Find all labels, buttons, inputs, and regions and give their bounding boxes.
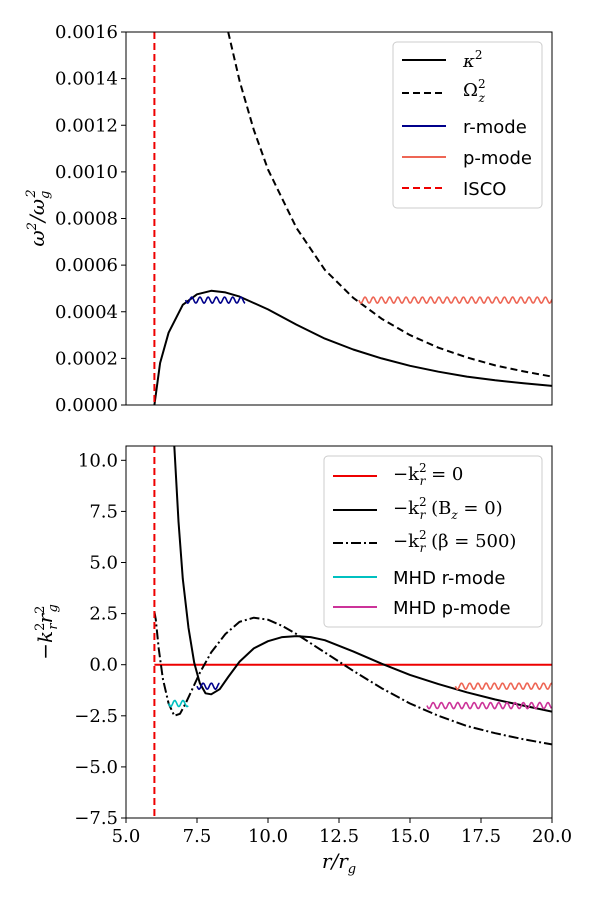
legend-label-mhd-pmode: MHD p-mode: [393, 598, 511, 619]
x-tick-label: 20.0: [532, 826, 572, 847]
legend-label-rmode: r-mode: [463, 117, 527, 138]
legend-label-mhd-rmode: MHD r-mode: [393, 568, 505, 589]
top-y-tick-label: 0.0004: [55, 302, 118, 323]
top-legend-box: [392, 41, 543, 209]
x-tick-label: 5.0: [112, 826, 141, 847]
top-y-axis-label: ω2/ωg2: [24, 189, 53, 246]
bottom-series-group: [153, 446, 552, 818]
legend-entry-omega: Ω2 z: [402, 77, 486, 105]
x-tick-label: 12.5: [319, 826, 359, 847]
bottom-y-axis-label: −k2rr2g: [33, 604, 61, 660]
legend-label-omega: Ω2 z: [463, 77, 486, 105]
bottom-series-extra-6: [454, 682, 552, 691]
bottom-y-tick-label: 10.0: [78, 450, 118, 471]
legend-entry-k-beta: −k2 r (β = 500): [333, 528, 516, 555]
bottom-y-tick-label: 0.0: [89, 655, 118, 676]
bottom-series-k-r-500: [153, 611, 552, 746]
x-tick-label: 17.5: [461, 826, 501, 847]
top-y-tick-label: 0.0014: [55, 69, 118, 90]
top-series-p-mode: [358, 296, 552, 304]
top-series-s0: [153, 289, 552, 405]
bottom-y-tick-label: 7.5: [89, 501, 118, 522]
top-y-ticks: 0.0000 0.0002 0.0004 0.0006 0.0008 0.0010 0.00…: [55, 22, 126, 416]
top-series-r-mode: [184, 296, 246, 304]
bottom-series-k-r-b-z-0: [173, 446, 552, 713]
legend-entry-kappa: κ2: [402, 48, 482, 72]
top-y-tick-label: 0.0008: [55, 209, 118, 230]
bottom-y-tick-label: 2.5: [89, 604, 118, 625]
bottom-series-mhd-p-mode: [426, 701, 552, 710]
top-plot-area: [153, 32, 552, 405]
x-axis-label: r/rg: [322, 849, 356, 877]
legend-label-pmode: p-mode: [463, 148, 532, 169]
top-y-tick-label: 0.0010: [55, 162, 118, 183]
bottom-y-tick-label: −5.0: [74, 757, 118, 778]
legend-entry-pmode: p-mode: [402, 148, 532, 169]
top-y-tick-label: 0.0006: [55, 255, 118, 276]
top-series-group: [153, 32, 552, 405]
bottom-y-tick-label: 5.0: [89, 553, 118, 574]
bottom-series-mhd-r-mode: [167, 699, 189, 708]
bottom-y-tick-label: −2.5: [74, 706, 118, 727]
bottom-legend-box: [323, 455, 543, 628]
legend-label-isco: ISCO: [463, 179, 506, 200]
legend-entry-k-zero: −k2 r = 0: [333, 461, 463, 488]
legend-label-k-zero: −k2 r = 0: [393, 461, 463, 488]
bottom-axis-ticks: −7.5 −5.0 −2.5 0.0 2.5 5.0 7.5 10.0 5.0 7.5 10.0 12…: [74, 450, 572, 847]
legend-entry-isco: ISCO: [402, 179, 506, 200]
legend-label-kappa: κ2: [462, 48, 482, 72]
top-y-tick-label: 0.0002: [55, 348, 118, 369]
legend-entry-rmode: r-mode: [402, 117, 527, 138]
legend-label-k-beta: −k2 r (β = 500): [393, 528, 516, 555]
legend-entry-mhd-pmode: MHD p-mode: [333, 598, 511, 619]
top-y-tick-label: 0.0016: [55, 22, 118, 43]
bottom-plot-area: [153, 446, 552, 818]
top-y-tick-label: 0.0012: [55, 115, 118, 136]
bottom-legend: −k2 r = 0 −k2 r (Bz = 0) −k2 r (β = 500) MH…: [323, 455, 543, 628]
x-tick-label: 7.5: [183, 826, 212, 847]
x-tick-label: 15.0: [390, 826, 430, 847]
bottom-series-extra-5: [196, 682, 220, 691]
top-series-z: [227, 32, 552, 378]
legend-entry-k-bz: −k2 r (Bz = 0): [333, 495, 503, 522]
top-y-tick-label: 0.0000: [55, 395, 118, 416]
bottom-y-tick-label: −7.5: [74, 808, 118, 829]
legend-entry-mhd-rmode: MHD r-mode: [333, 568, 505, 589]
top-legend: κ2 Ω2 z r-mode p-mode ISCO: [392, 41, 543, 209]
bottom-panel: −7.5 −5.0 −2.5 0.0 2.5 5.0 7.5 10.0 5.0 7.5 10.0 12…: [33, 445, 572, 877]
legend-label-k-bz: −k2 r (Bz = 0): [393, 495, 503, 522]
top-panel: 0.0000 0.0002 0.0004 0.0006 0.0008 0.0010 0.00…: [24, 22, 553, 416]
x-tick-label: 10.0: [248, 826, 288, 847]
